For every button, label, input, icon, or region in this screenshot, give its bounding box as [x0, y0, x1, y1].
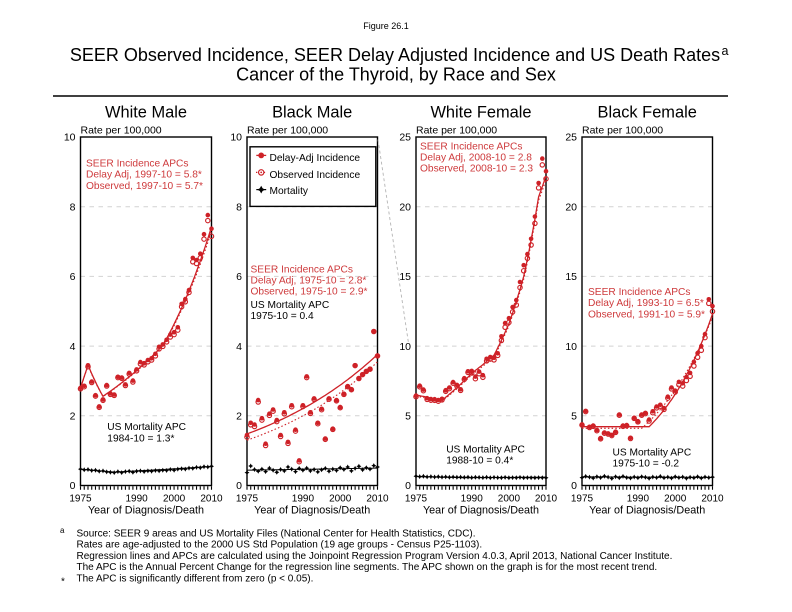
svg-text:8: 8: [70, 201, 76, 213]
svg-text:The APC is significantly diffe: The APC is significantly different from …: [77, 573, 314, 584]
svg-text:Black Female: Black Female: [598, 103, 697, 121]
svg-text:2: 2: [236, 411, 242, 423]
svg-text:1990: 1990: [627, 494, 650, 505]
svg-text:White Female: White Female: [430, 103, 531, 121]
svg-text:10: 10: [399, 341, 411, 353]
svg-text:2010: 2010: [200, 494, 223, 505]
svg-text:2000: 2000: [498, 494, 521, 505]
svg-text:1990: 1990: [461, 494, 484, 505]
svg-text:Figure 26.1: Figure 26.1: [363, 21, 409, 31]
svg-text:1975-10 = 0.4: 1975-10 = 0.4: [251, 311, 314, 322]
svg-text:Black Male: Black Male: [272, 103, 352, 121]
svg-text:0: 0: [571, 480, 577, 492]
svg-text:SEER Incidence APCs: SEER Incidence APCs: [251, 265, 354, 276]
svg-text:Observed, 1991-10 = 5.9*: Observed, 1991-10 = 5.9*: [588, 309, 705, 320]
svg-text:2000: 2000: [163, 494, 186, 505]
svg-text:Rate per 100,000: Rate per 100,000: [416, 125, 497, 137]
svg-text:10: 10: [64, 132, 76, 144]
svg-text:0: 0: [70, 480, 76, 492]
svg-text:Rate per 100,000: Rate per 100,000: [247, 125, 328, 137]
svg-text:SEER Incidence APCs: SEER Incidence APCs: [588, 287, 691, 298]
svg-text:2000: 2000: [329, 494, 352, 505]
svg-text:White Male: White Male: [105, 103, 187, 121]
svg-text:1975-10 = -0.2: 1975-10 = -0.2: [613, 459, 680, 470]
svg-text:1975: 1975: [571, 494, 594, 505]
svg-text:Observed, 1997-10 = 5.7*: Observed, 1997-10 = 5.7*: [86, 181, 203, 192]
svg-text:1975: 1975: [236, 494, 259, 505]
svg-text:1975: 1975: [69, 494, 92, 505]
svg-text:US Mortality APC: US Mortality APC: [613, 447, 692, 458]
svg-text:6: 6: [70, 271, 76, 283]
svg-text:SEER Incidence APCs: SEER Incidence APCs: [86, 159, 189, 170]
svg-text:2010: 2010: [701, 494, 724, 505]
svg-text:Mortality: Mortality: [270, 186, 309, 197]
svg-text:15: 15: [565, 271, 577, 283]
svg-text:Source: SEER 9 areas and US Mo: Source: SEER 9 areas and US Mortality Fi…: [77, 529, 476, 540]
svg-text:Year of Diagnosis/Death: Year of Diagnosis/Death: [254, 505, 370, 517]
svg-text:8: 8: [236, 201, 242, 213]
svg-text:5: 5: [405, 411, 411, 423]
svg-text:The APC is the Annual Percent: The APC is the Annual Percent Change for…: [77, 562, 658, 573]
svg-text:US Mortality APC: US Mortality APC: [107, 422, 186, 433]
svg-text:20: 20: [565, 201, 577, 213]
svg-text:4: 4: [70, 341, 76, 353]
svg-text:Delay Adj, 1975-10 = 2.8*: Delay Adj, 1975-10 = 2.8*: [251, 276, 367, 287]
svg-text:4: 4: [236, 341, 242, 353]
svg-text:Delay Adj, 1997-10 = 5.8*: Delay Adj, 1997-10 = 5.8*: [86, 170, 202, 181]
svg-text:0: 0: [236, 480, 242, 492]
svg-text:2: 2: [70, 411, 76, 423]
svg-text:1990: 1990: [292, 494, 315, 505]
svg-text:Delay-Adj Incidence: Delay-Adj Incidence: [270, 153, 361, 164]
svg-text:Year of Diagnosis/Death: Year of Diagnosis/Death: [88, 505, 204, 517]
svg-text:1990: 1990: [125, 494, 148, 505]
svg-text:a: a: [722, 44, 729, 58]
svg-text:Year of Diagnosis/Death: Year of Diagnosis/Death: [423, 505, 539, 517]
svg-text:Regression lines and APCs are: Regression lines and APCs are calculated…: [77, 551, 673, 562]
svg-text:US Mortality APC: US Mortality APC: [446, 444, 525, 455]
svg-text:15: 15: [399, 271, 411, 283]
svg-text:Cancer of the Thyroid, by Race: Cancer of the Thyroid, by Race and Sex: [236, 64, 556, 84]
svg-text:1975: 1975: [405, 494, 428, 505]
svg-text:Observed Incidence: Observed Incidence: [270, 170, 361, 181]
svg-text:25: 25: [565, 132, 577, 144]
svg-text:Rate per 100,000: Rate per 100,000: [582, 125, 663, 137]
svg-text:Observed, 2008-10 = 2.3: Observed, 2008-10 = 2.3: [420, 164, 533, 175]
svg-text:SEER Incidence APCs: SEER Incidence APCs: [420, 142, 523, 153]
svg-text:20: 20: [399, 201, 411, 213]
svg-text:5: 5: [571, 411, 577, 423]
svg-text:US Mortality APC: US Mortality APC: [251, 300, 330, 311]
svg-text:2000: 2000: [664, 494, 687, 505]
svg-text:Delay Adj, 1993-10 = 6.5*: Delay Adj, 1993-10 = 6.5*: [588, 298, 704, 309]
svg-text:25: 25: [399, 132, 411, 144]
svg-text:10: 10: [565, 341, 577, 353]
svg-text:10: 10: [230, 132, 242, 144]
svg-text:0: 0: [405, 480, 411, 492]
svg-text:1988-10 = 0.4*: 1988-10 = 0.4*: [446, 456, 513, 467]
svg-text:SEER Observed Incidence, SEER: SEER Observed Incidence, SEER Delay Adju…: [70, 45, 720, 65]
svg-text:6: 6: [236, 271, 242, 283]
svg-text:Rates are age-adjusted to the: Rates are age-adjusted to the 2000 US St…: [77, 540, 483, 551]
svg-text:*: *: [61, 577, 65, 588]
svg-text:1984-10 = 1.3*: 1984-10 = 1.3*: [107, 434, 174, 445]
svg-text:Rate per 100,000: Rate per 100,000: [81, 125, 162, 137]
svg-text:2010: 2010: [366, 494, 389, 505]
svg-text:2010: 2010: [535, 494, 558, 505]
svg-text:Year of Diagnosis/Death: Year of Diagnosis/Death: [589, 505, 705, 517]
svg-text:Observed, 1975-10 = 2.9*: Observed, 1975-10 = 2.9*: [251, 287, 368, 298]
svg-text:Delay Adj, 2008-10 = 2.8: Delay Adj, 2008-10 = 2.8: [420, 153, 532, 164]
svg-text:a: a: [60, 526, 65, 535]
